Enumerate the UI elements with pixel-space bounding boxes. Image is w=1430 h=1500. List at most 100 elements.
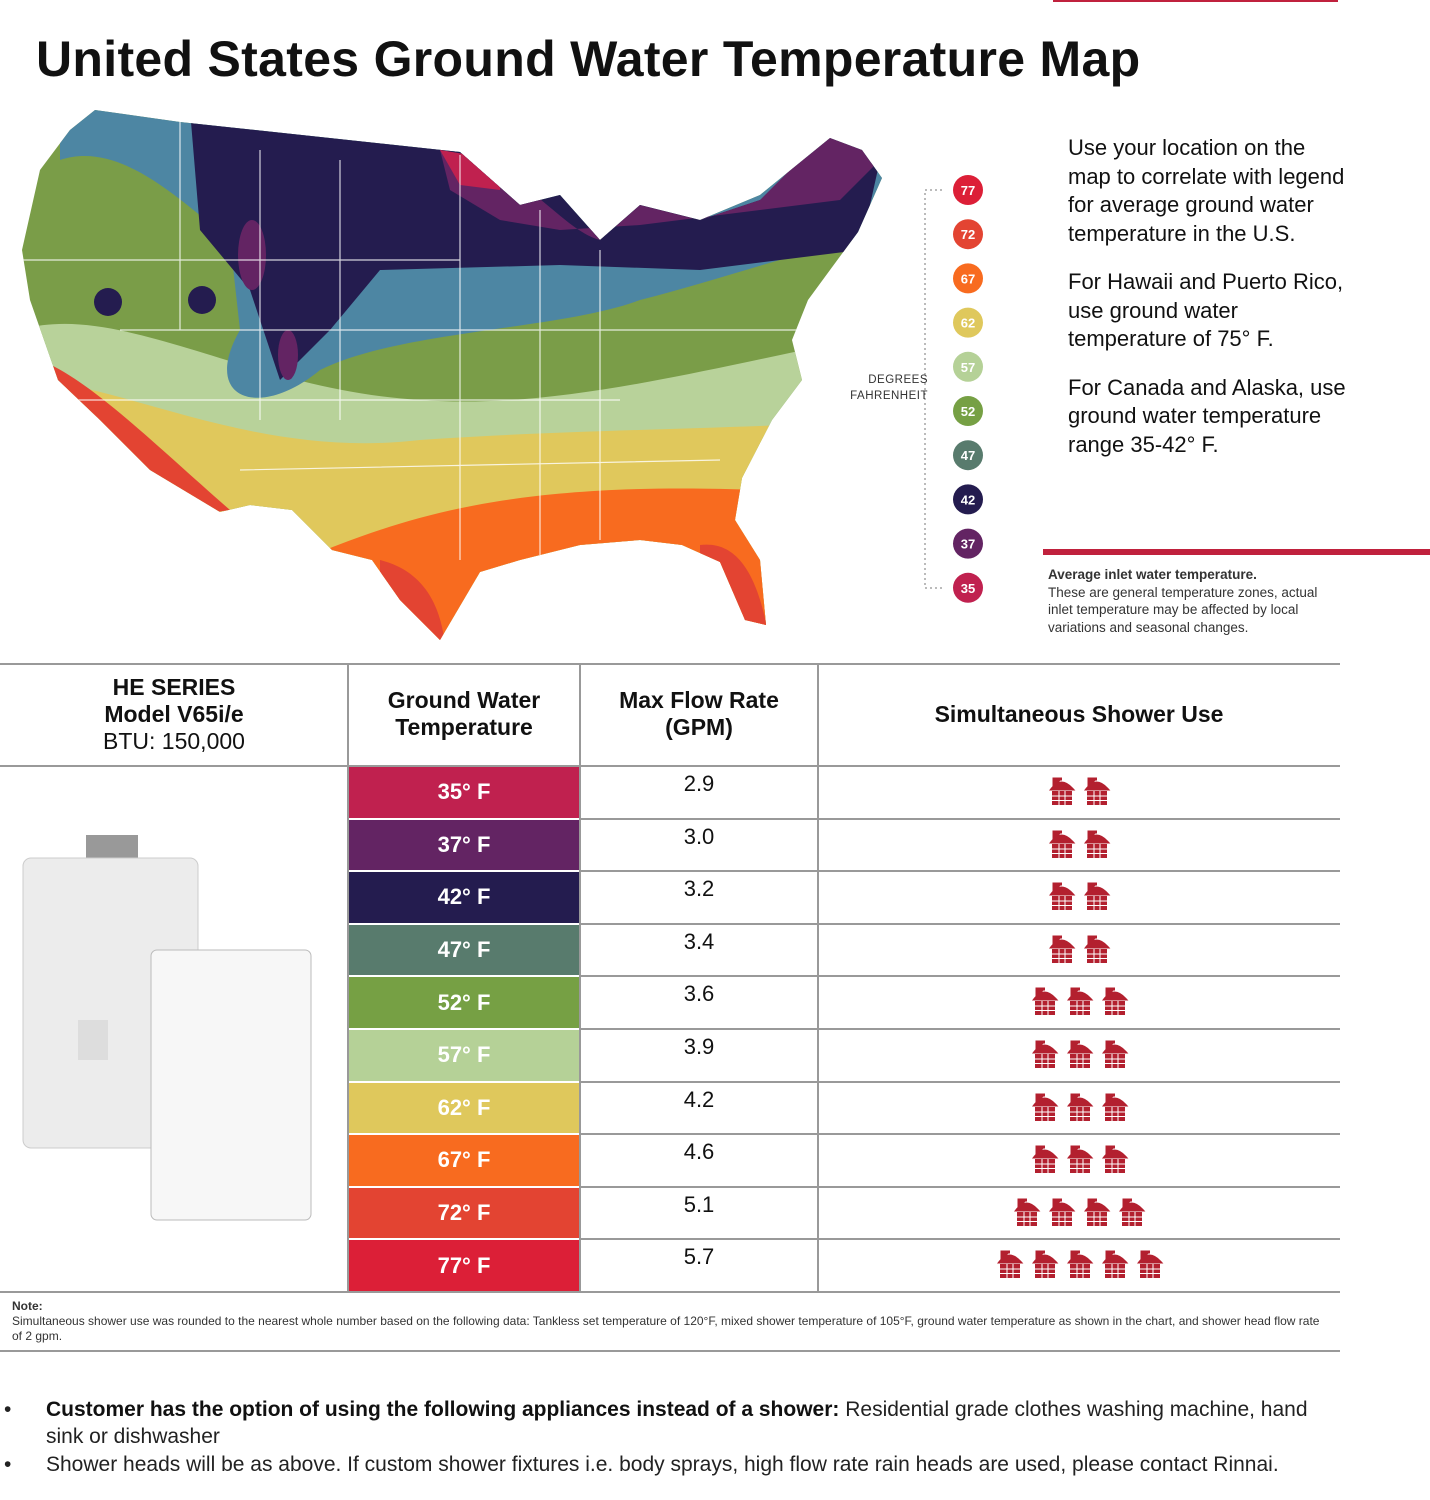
footnote: Note: Simultaneous shower use was rounde… xyxy=(12,1299,1330,1344)
flow-rate: 4.6 xyxy=(683,1139,715,1165)
shower-grid xyxy=(1087,791,1107,805)
shower-head xyxy=(1034,1159,1055,1174)
shower-grid xyxy=(1034,1054,1055,1068)
temperature-cell: 42° F xyxy=(349,872,579,923)
shower-icon xyxy=(1031,987,1058,1001)
shower-head xyxy=(1052,843,1072,858)
shower-icons xyxy=(1048,777,1111,805)
shower-head xyxy=(1104,1106,1125,1121)
shower-grid xyxy=(1122,1211,1142,1226)
shower-head xyxy=(1034,1264,1055,1279)
shower-head xyxy=(1034,1106,1055,1121)
legend-value: 47 xyxy=(961,448,975,463)
shower-icon xyxy=(1013,1198,1041,1212)
shower-icon xyxy=(1066,987,1093,1001)
bullet-bold: Customer has the option of using the fol… xyxy=(46,1398,840,1421)
flow-rate: 3.2 xyxy=(683,876,715,902)
side-paragraph: For Canada and Alaska, use ground water … xyxy=(1068,374,1346,457)
product-header: HE SERIES Model V65i/e BTU: 150,000 xyxy=(0,663,348,765)
shower-grid xyxy=(1017,1211,1037,1226)
legend-swatch xyxy=(953,396,983,426)
shower-grid xyxy=(1052,896,1072,911)
shower-icon xyxy=(1101,1040,1128,1054)
shower-icons xyxy=(1013,1198,1146,1226)
row-line xyxy=(580,922,1340,925)
shower-grid xyxy=(1104,1264,1125,1279)
row-line xyxy=(580,870,1340,873)
shower-grid xyxy=(1087,843,1107,858)
table-line xyxy=(0,765,1340,767)
temperature-cell: 47° F xyxy=(349,924,579,976)
column-header: Simultaneous Shower Use xyxy=(934,700,1224,727)
inlet-note: Average inlet water temperature. These a… xyxy=(1048,566,1338,636)
shower-icon xyxy=(1031,1040,1058,1054)
shower-grid xyxy=(1087,896,1107,911)
shower-grid xyxy=(1034,1159,1055,1174)
shower-icon xyxy=(1083,830,1111,844)
row-line xyxy=(580,1133,1340,1136)
product-model: Model V65i/e xyxy=(104,700,244,727)
shower-icon xyxy=(1031,1093,1058,1107)
legend-value: 77 xyxy=(961,183,975,198)
product-image xyxy=(22,835,312,1221)
shower-head xyxy=(999,1264,1020,1279)
legend-label: DEGREES xyxy=(868,374,928,386)
inlet-note-heading: Average inlet water temperature. xyxy=(1048,567,1257,582)
shower-icon xyxy=(1048,777,1076,791)
row-line xyxy=(580,1238,1340,1241)
inlet-note-text: These are general temperature zones, act… xyxy=(1048,584,1318,635)
shower-head xyxy=(1052,896,1072,911)
shower-icon xyxy=(1101,987,1128,1001)
flow-rate: 5.7 xyxy=(683,1244,715,1270)
product-btu: BTU: 150,000 xyxy=(103,727,245,754)
legend-value: 35 xyxy=(961,581,975,596)
legend-swatch xyxy=(953,175,983,205)
shower-grid xyxy=(1052,1211,1072,1226)
temperature-cell: 67° F xyxy=(349,1135,579,1186)
shower-head xyxy=(1087,791,1107,805)
shower-icons xyxy=(1031,1093,1128,1121)
legend-value: 52 xyxy=(961,404,975,419)
shower-icon xyxy=(1136,1250,1163,1264)
temperature-cell: 52° F xyxy=(349,977,579,1028)
shower-icons xyxy=(1031,1145,1128,1174)
footnote-label: Note: xyxy=(12,1299,43,1313)
shower-head xyxy=(1069,1159,1090,1174)
legend-swatch xyxy=(953,219,983,250)
bullet: Customer has the option of using the fol… xyxy=(4,1396,1346,1450)
column-header: Ground Water Temperature xyxy=(387,687,541,740)
shower-icons xyxy=(1048,882,1111,911)
legend-value: 62 xyxy=(961,316,975,331)
table-line xyxy=(0,1291,1340,1293)
product-series: HE SERIES xyxy=(112,673,236,700)
row-line xyxy=(580,1028,1340,1030)
footnote-text: Simultaneous shower use was rounded to t… xyxy=(12,1314,1320,1343)
shower-icon xyxy=(1083,1198,1111,1212)
shower-icon xyxy=(1031,1145,1058,1159)
shower-icon xyxy=(1048,1198,1076,1212)
shower-head xyxy=(1069,1264,1090,1279)
shower-grid xyxy=(1034,1106,1055,1121)
shower-head xyxy=(1087,948,1107,963)
shower-head xyxy=(1069,1054,1090,1068)
flow-rate: 3.6 xyxy=(683,981,715,1007)
shower-icons xyxy=(1048,935,1111,963)
legend-swatch xyxy=(953,263,983,294)
shower-icon xyxy=(1066,1145,1093,1159)
shower-grid xyxy=(1034,1264,1055,1279)
legend-swatch xyxy=(953,440,983,471)
shower-icon xyxy=(1101,1093,1128,1107)
legend-value: 67 xyxy=(961,271,975,286)
column-header: Max Flow Rate (GPM) xyxy=(619,687,779,740)
shower-grid xyxy=(1104,1054,1125,1068)
us-map xyxy=(22,110,882,640)
shower-grid xyxy=(1104,1106,1125,1121)
bullet-text: Residential grade clothes washing machin… xyxy=(46,1398,1308,1448)
shower-head xyxy=(1052,1211,1072,1226)
shower-head xyxy=(1104,1264,1125,1279)
flow-rate: 4.2 xyxy=(683,1086,715,1112)
shower-head xyxy=(1052,948,1072,963)
shower-icon xyxy=(1118,1198,1146,1212)
side-text: Use your location on the map to correlat… xyxy=(1068,134,1348,479)
